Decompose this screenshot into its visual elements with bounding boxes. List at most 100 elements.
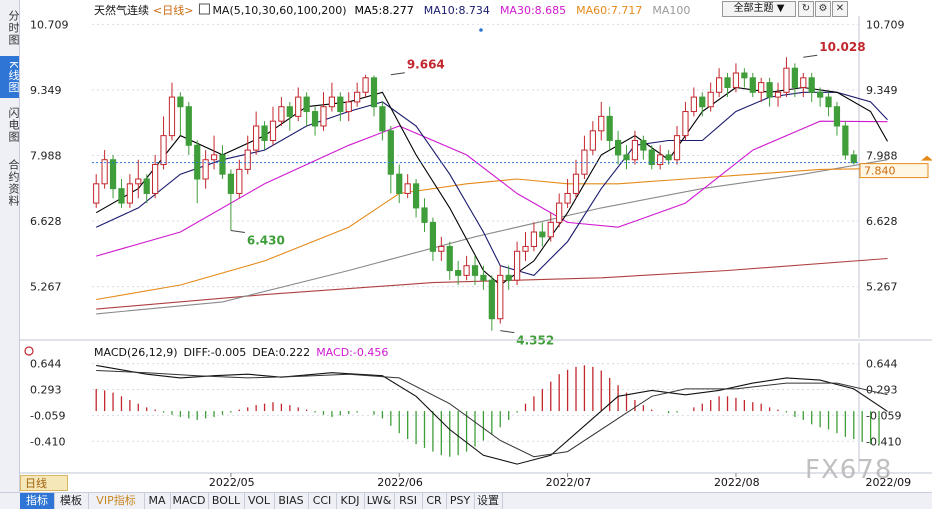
candle-body [842,125,849,156]
candle-body [791,67,798,88]
candle-body [631,139,639,161]
period-selector[interactable]: 日线 [20,475,68,491]
annotation-leader [230,230,245,234]
y-tick-left: 7.988 [30,149,62,162]
indicator-tab-12[interactable]: CR [422,493,447,509]
settings-icon[interactable]: ⚙ [815,1,831,17]
candle-body [732,72,740,88]
candle [143,174,150,204]
theme-selector-button[interactable]: 全部主题 ▼ [722,1,796,17]
indicator-tab-11[interactable]: RSI [394,493,423,509]
refresh-icon[interactable]: ↻ [798,1,814,17]
macd-header-1: DIFF:-0.005 [184,346,247,359]
candle-body [269,120,277,141]
candle [303,92,310,126]
x-tick-label: 2022/09 [865,476,911,489]
candle [741,68,748,88]
candle [135,159,142,199]
candle [438,236,445,261]
candle-body [513,250,521,281]
candle [471,256,479,285]
candle-body [556,202,563,223]
close-icon[interactable]: ✕ [832,1,848,17]
candle-body [396,173,403,194]
indicator-tab-13[interactable]: PSY [446,493,475,509]
candle-body [488,279,495,320]
indicator-tab-10[interactable]: LW& [364,493,395,509]
x-tick-label: 2022/06 [377,476,423,489]
annotation-label: 4.352 [516,334,554,348]
indicator-tab-9[interactable]: KDJ [336,493,365,509]
candle-body [539,231,546,238]
candle [93,174,100,208]
candle [808,73,815,102]
candle [783,57,790,98]
candle-body [707,91,714,108]
candle-body [379,106,386,132]
indicator-tab-14[interactable]: 设置 [474,493,503,509]
macd-tick-left: 0.293 [30,383,62,396]
candle [261,121,268,151]
candle [640,135,647,160]
candle [505,265,512,290]
candle-body [682,111,689,137]
candle-body [160,135,167,166]
candle-body [783,67,790,93]
indicator-tab-0[interactable]: 指标 [20,493,55,509]
cursor-dot [479,28,483,32]
candle-body [741,72,748,79]
macd-diff-line [96,364,888,465]
candle-body [774,91,782,98]
kline-chart-canvas[interactable]: 5.267 5.267 6.628 6.628 7.988 7.988 9.349 9.349… [0,0,932,492]
candle-body [825,96,832,108]
candle-body [547,221,554,238]
indicator-tab-3[interactable]: MA [144,493,171,509]
candle-body [261,125,268,141]
indicator-tab-6[interactable]: VOL [244,493,275,509]
indicator-tab-1[interactable]: 模板 [54,493,89,509]
x-tick-label: 2022/08 [714,476,760,489]
candle [758,77,765,102]
indicator-tab-5[interactable]: BOLL [208,493,245,509]
x-tick-label: 2022/07 [546,476,592,489]
candle [387,126,394,194]
y-tick-right: 6.628 [866,215,898,228]
candle [396,164,403,204]
watermark: FX678 [805,455,893,485]
candle [547,212,554,242]
ma-value: MA5:8.277 [355,4,414,17]
rail-tab-contract-info[interactable]: 合约资料 [7,159,20,207]
indicator-tab-4[interactable]: MACD [170,493,209,509]
candle [614,130,622,165]
candle [236,159,243,199]
candle-body [210,154,218,161]
candle-body [421,207,428,223]
candle [732,63,740,93]
candle [168,82,176,141]
candle-body [808,77,815,93]
rail-tab-kline[interactable]: K线图 [0,56,20,98]
rail-tab-timeshare[interactable]: 分时图 [7,10,20,46]
candle-body [236,168,243,194]
annotation-label: 10.028 [819,40,865,54]
rail-tab-lightning[interactable]: 闪电图 [7,107,20,143]
indicator-tab-8[interactable]: CCI [308,493,337,509]
indicator-tab-2[interactable]: VIP指标 [88,493,145,509]
candle-body [833,106,841,127]
candle-body [177,96,184,108]
candle [185,101,192,155]
candle [118,179,125,208]
candle [152,154,159,199]
candle [522,232,529,261]
ma-value: MA60:7.717 [576,4,642,17]
candle [345,92,352,122]
macd-tick-right: -0.410 [866,435,901,448]
ma-value: MA10:8.734 [424,4,490,17]
candle-body [93,183,100,204]
annotation-label: 6.430 [247,234,285,248]
candle-body [665,154,672,161]
candle [269,106,277,146]
candle-body [311,111,319,127]
indicator-tab-7[interactable]: BIAS [274,493,309,509]
candle-body [657,154,664,166]
